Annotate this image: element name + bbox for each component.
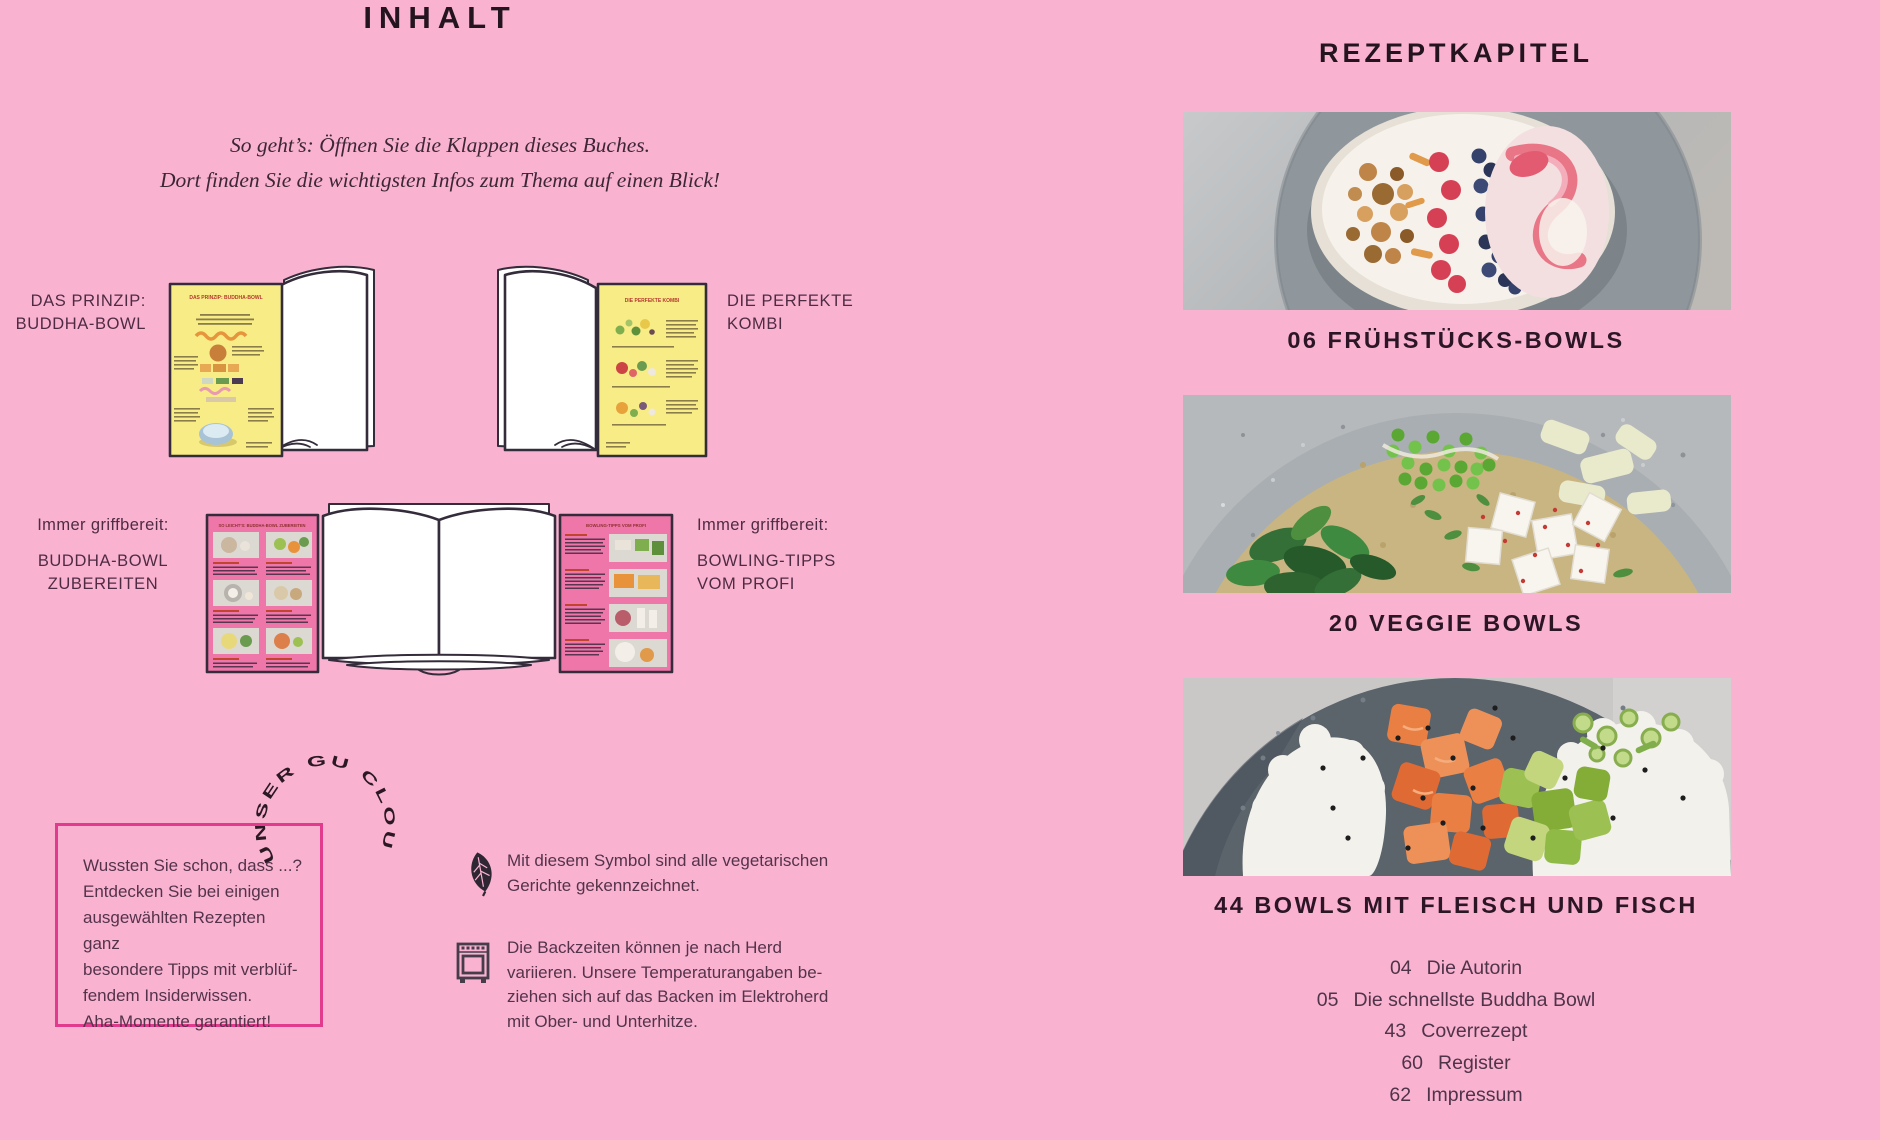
book-illustration-perfekte-kombi: DIE PERFEKTE KOMBI [497,265,708,458]
bowl-speckles [1250,418,1676,538]
chapter-heading-fruehstuecks-bowls: 06 FRÜHSTÜCKS-BOWLS [1287,327,1625,353]
toc-title: Impressum [1426,1083,1523,1106]
toc-entry-autorin: 04 Die Autorin [1180,956,1732,981]
book-illustration-center-flaps: SO LEICHT’S: BUDDHA-BOWL ZUBEREITEN BOWL… [205,503,674,676]
flap-right-rows [565,534,667,667]
toc-page-number: 05 [1316,988,1339,1011]
feta-cubes [1464,491,1623,593]
label-das-prinzip: DAS PRINZIP: BUDDHA-BOWL [15,292,146,333]
right-page-title: REZEPTKAPITEL [1318,38,1593,68]
toc-page-number: 62 [1389,1083,1412,1106]
toc-page-number: 60 [1401,1052,1424,1075]
flap-title: DAS PRINZIP: BUDDHA-BOWL [189,295,262,301]
flap-title-left: SO LEICHT’S: BUDDHA-BOWL ZUBEREITEN [218,523,305,528]
flap-title: DIE PERFEKTE KOMBI [625,298,680,304]
label-bowling-tipps: BOWLING-TIPPS VOM PROFI [697,552,836,593]
flap-doodles [174,314,274,448]
scallions [1572,708,1681,768]
toc-entry-register: 60 Register [1180,1051,1732,1076]
intro-text: So geht’s: Öffnen Sie die Klappen dieses… [159,133,721,192]
legend-vegetarian-text: Mit diesem Symbol sind alle vegetarische… [507,851,829,895]
strawberry-swirl [1485,126,1609,298]
chapter-heading-fleisch-fisch-bowls: 44 BOWLS MIT FLEISCH UND FISCH [1214,892,1698,918]
unser-gu-clou-badge: UNSER GU CLOU [252,753,395,866]
spinach [1226,505,1397,593]
label-perfekte-kombi: DIE PERFEKTE KOMBI [727,292,854,333]
toc-title: Coverrezept [1421,1020,1528,1043]
toc-title: Register [1438,1052,1511,1075]
sesame-seeds [1320,705,1686,851]
toc-entry-schnellste-buddha-bowl: 05 Die schnellste Buddha Bowl [1180,988,1732,1013]
insider-tips-text: Wussten Sie schon, dass ...? Entdecken S… [83,856,302,1031]
label-immer-griffbereit-left: Immer griffbereit: [37,516,169,534]
chili-flakes [1480,507,1601,584]
herbs [1410,494,1633,578]
label-immer-griffbereit-right: Immer griffbereit: [697,516,829,534]
toc-page-number: 43 [1384,1020,1407,1043]
granola [1346,152,1433,264]
toc-entry-coverrezept: 43 Coverrezept [1180,1019,1732,1044]
insider-tips-box: Wussten Sie schon, dass ...? Entdecken S… [55,823,323,1031]
toc-title: Die schnellste Buddha Bowl [1353,988,1596,1011]
flap-left-thumbnails [213,532,312,668]
leaf-icon [471,852,492,897]
legend-baking-text: Die Backzeiten können je nach Herd varii… [507,938,829,1031]
toc-entry-impressum: 62 Impressum [1180,1083,1732,1108]
chapter-heading-veggie-bowls: 20 VEGGIE BOWLS [1328,610,1584,636]
toc-list: 04 Die Autorin 05 Die schnellste Buddha … [1180,956,1732,1115]
flap-title-right: BOWLING-TIPPS VOM PROFI [586,523,646,528]
toc-title: Die Autorin [1426,957,1523,979]
breakfast-bowl-photo [1183,112,1731,310]
flap-doodles [606,319,698,448]
left-page-title: INHALT [363,0,517,35]
veggie-bowl-photo [1183,395,1731,593]
book-illustration-das-prinzip: DAS PRINZIP: BUDDHA-BOWL [168,265,375,458]
avocado-cubes [1499,750,1612,865]
label-buddha-bowl-zubereiten: BUDDHA-BOWL ZUBEREITEN [37,552,169,593]
salmon-cubes [1387,703,1520,871]
raspberries [1427,152,1466,293]
meat-fish-bowl-photo [1183,678,1731,876]
toc-page-number: 04 [1389,957,1412,979]
oven-icon [456,942,490,983]
